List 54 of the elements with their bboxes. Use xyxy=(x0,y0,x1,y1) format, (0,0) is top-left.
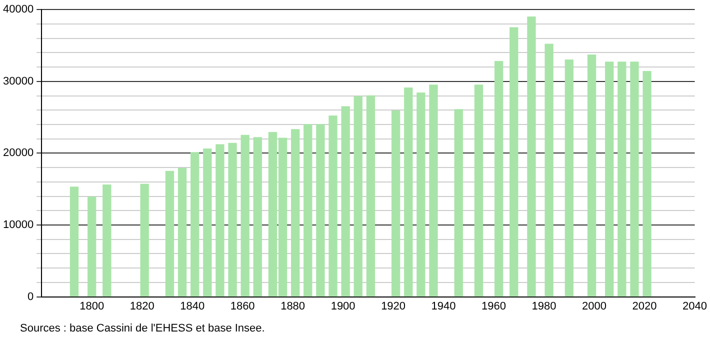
bar xyxy=(328,116,338,297)
bar xyxy=(290,129,300,297)
bar xyxy=(354,96,362,297)
bar xyxy=(228,142,237,297)
bar xyxy=(474,84,484,297)
bar xyxy=(391,110,400,297)
bar xyxy=(642,71,652,297)
bar xyxy=(544,44,554,297)
x-tick-label: 2040 xyxy=(682,300,708,312)
y-tick-label: 20000 xyxy=(2,147,34,160)
bar xyxy=(70,186,79,297)
x-tick-label: 1860 xyxy=(230,300,255,312)
bar xyxy=(587,54,596,297)
y-tick-label: 40000 xyxy=(2,4,34,16)
bar xyxy=(494,60,504,297)
bar xyxy=(429,84,438,297)
y-tick-label: 30000 xyxy=(2,75,34,88)
y-tick-label: 10000 xyxy=(2,219,34,232)
bar xyxy=(564,60,574,297)
bar xyxy=(88,196,96,297)
bar xyxy=(165,170,174,297)
bar xyxy=(140,184,149,297)
bar xyxy=(630,62,639,297)
bar xyxy=(203,148,212,297)
x-tick-label: 1820 xyxy=(130,300,154,312)
bar xyxy=(178,168,187,297)
x-tick-label: 1920 xyxy=(381,300,406,312)
x-tick-label: 1940 xyxy=(431,300,456,312)
x-tick-label: 1900 xyxy=(330,300,356,312)
bar xyxy=(416,92,426,297)
bar xyxy=(304,124,312,297)
bar xyxy=(527,16,536,297)
x-tick-label: 1840 xyxy=(180,300,205,312)
y-tick-label: 0 xyxy=(27,290,34,303)
bar xyxy=(102,184,112,297)
bar xyxy=(253,137,262,297)
bar xyxy=(366,95,376,297)
bar xyxy=(240,134,250,297)
bar xyxy=(618,62,626,297)
bar xyxy=(510,27,518,297)
x-tick-label: 1980 xyxy=(532,300,556,312)
bar xyxy=(216,144,224,297)
x-tick-label: 2000 xyxy=(582,300,607,312)
bar xyxy=(341,106,350,297)
x-tick-label: 2020 xyxy=(632,300,657,312)
x-tick-label: 1960 xyxy=(482,300,506,312)
bar xyxy=(454,109,463,297)
bar xyxy=(404,88,413,297)
x-tick-label: 1800 xyxy=(80,300,104,312)
source-note: Sources : base Cassini de l'EHESS et base Insee. xyxy=(20,322,265,335)
x-tick-label: 1880 xyxy=(280,300,306,312)
bar xyxy=(190,152,200,297)
bar xyxy=(316,124,325,297)
bar xyxy=(605,62,614,297)
